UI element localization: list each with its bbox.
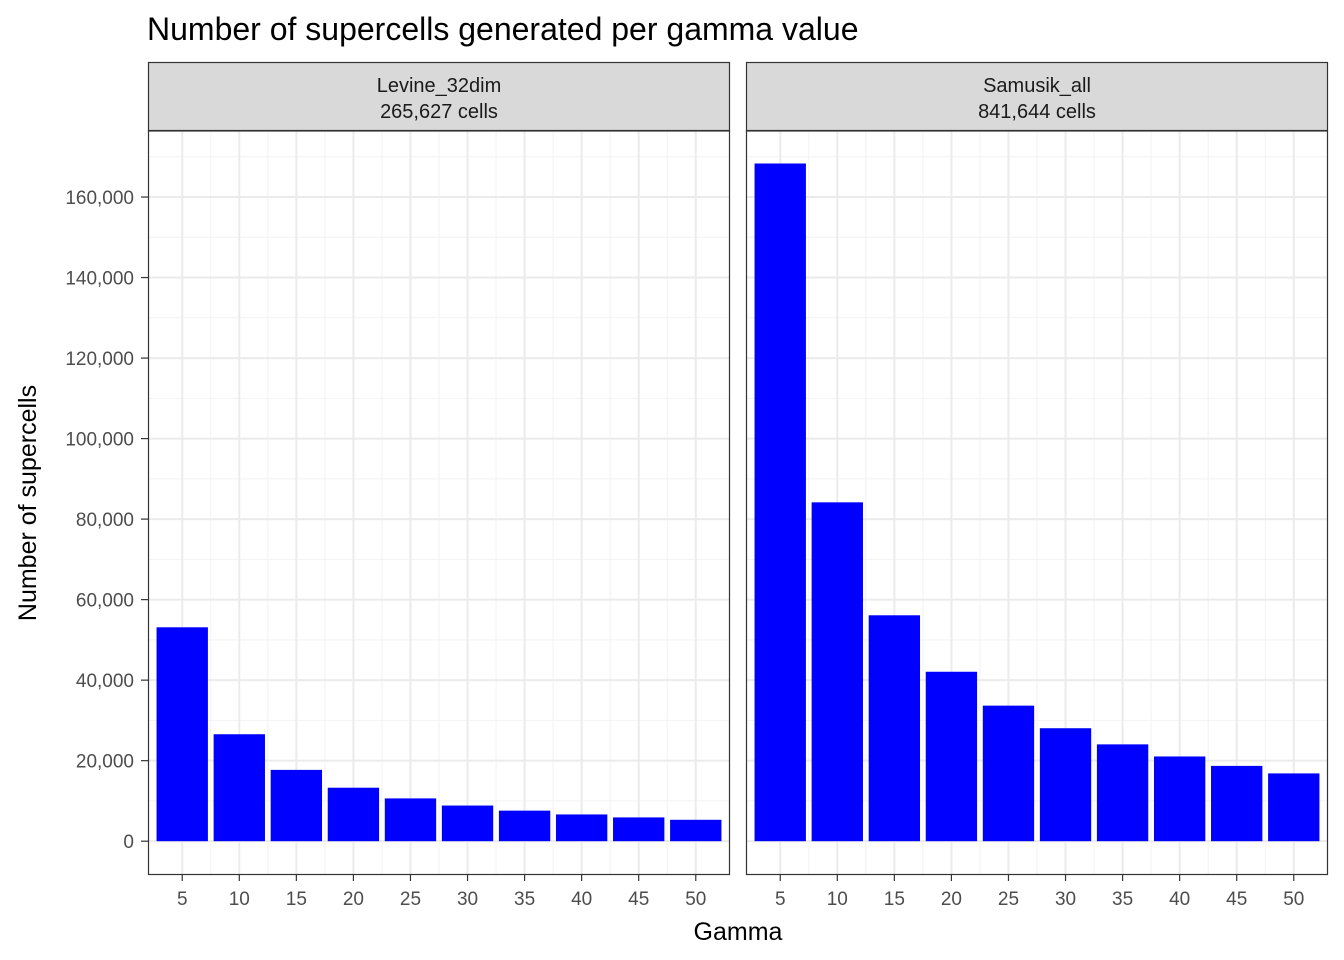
bar-Levine_32dim-5 bbox=[156, 627, 208, 842]
y-tick-label: 80,000 bbox=[76, 510, 134, 531]
x-tick-label: 20 bbox=[941, 889, 962, 910]
bar-Samusik_all-5 bbox=[754, 163, 806, 842]
bar-Samusik_all-30 bbox=[1039, 728, 1092, 842]
y-tick-label: 120,000 bbox=[65, 349, 134, 370]
x-tick-label: 40 bbox=[1169, 889, 1190, 910]
x-tick-label: 5 bbox=[775, 889, 786, 910]
x-tick-label: 40 bbox=[571, 889, 592, 910]
bar-Levine_32dim-45 bbox=[613, 817, 665, 842]
y-tick-label: 60,000 bbox=[76, 591, 134, 612]
x-tick-label: 20 bbox=[343, 889, 364, 910]
y-axis-title: Number of supercells bbox=[14, 385, 42, 621]
x-tick-label: 15 bbox=[884, 889, 905, 910]
x-tick-label: 30 bbox=[457, 889, 478, 910]
y-tick-label: 20,000 bbox=[76, 752, 134, 773]
bar-Samusik_all-25 bbox=[982, 705, 1035, 842]
y-axis: 0 20,000 40,000 60,000 80,000 100,000 120,000 1… bbox=[65, 188, 148, 853]
y-tick-label: 40,000 bbox=[76, 671, 134, 692]
bar-Levine_32dim-30 bbox=[441, 805, 494, 842]
panels: Levine_32dim 265,627 cells 5 10 15 20 25 30 35 40… bbox=[147, 61, 1329, 910]
strip-label: Samusik_all bbox=[983, 75, 1091, 97]
bar-Samusik_all-50 bbox=[1268, 773, 1320, 842]
panel-1: Samusik_all 841,644 cells 5 10 15 20 25 30 35 40 4… bbox=[745, 61, 1329, 910]
x-tick-label: 30 bbox=[1055, 889, 1076, 910]
strip-sublabel: 265,627 cells bbox=[380, 101, 498, 123]
bar-Samusik_all-20 bbox=[925, 671, 978, 842]
bar-Levine_32dim-25 bbox=[384, 798, 437, 842]
x-tick-label: 45 bbox=[1226, 889, 1247, 910]
bar-Levine_32dim-50 bbox=[670, 819, 722, 842]
panel-0: Levine_32dim 265,627 cells 5 10 15 20 25 30 35 40… bbox=[147, 61, 731, 910]
bar-Samusik_all-40 bbox=[1153, 756, 1206, 842]
y-tick-label: 0 bbox=[123, 832, 134, 853]
bar-Levine_32dim-35 bbox=[498, 810, 551, 842]
x-axis-title: Gamma bbox=[694, 918, 783, 946]
x-tick-label: 50 bbox=[1283, 889, 1304, 910]
strip-background bbox=[745, 61, 1329, 132]
bar-Levine_32dim-20 bbox=[327, 787, 380, 842]
x-tick-label: 25 bbox=[400, 889, 421, 910]
bar-Levine_32dim-40 bbox=[555, 814, 608, 842]
bar-Samusik_all-45 bbox=[1211, 765, 1263, 842]
bar-Samusik_all-10 bbox=[811, 502, 863, 842]
x-tick-label: 45 bbox=[628, 889, 649, 910]
bar-Levine_32dim-10 bbox=[213, 734, 265, 842]
x-tick-label: 15 bbox=[286, 889, 307, 910]
y-tick-label: 100,000 bbox=[65, 430, 134, 451]
bar-Samusik_all-15 bbox=[868, 615, 921, 842]
y-tick-label: 140,000 bbox=[65, 269, 134, 290]
x-tick-label: 10 bbox=[827, 889, 848, 910]
strip-sublabel: 841,644 cells bbox=[978, 101, 1096, 123]
x-tick-label: 10 bbox=[229, 889, 250, 910]
bar-Levine_32dim-15 bbox=[270, 769, 323, 842]
x-tick-label: 25 bbox=[998, 889, 1019, 910]
x-tick-label: 35 bbox=[1112, 889, 1133, 910]
strip-background bbox=[147, 61, 731, 132]
x-tick-label: 5 bbox=[177, 889, 188, 910]
bar-Samusik_all-35 bbox=[1096, 744, 1149, 842]
x-tick-label: 35 bbox=[514, 889, 535, 910]
y-tick-label: 160,000 bbox=[65, 188, 134, 209]
chart-title: Number of supercells generated per gamma… bbox=[147, 11, 858, 47]
strip-label: Levine_32dim bbox=[377, 75, 502, 97]
x-tick-label: 50 bbox=[685, 889, 706, 910]
